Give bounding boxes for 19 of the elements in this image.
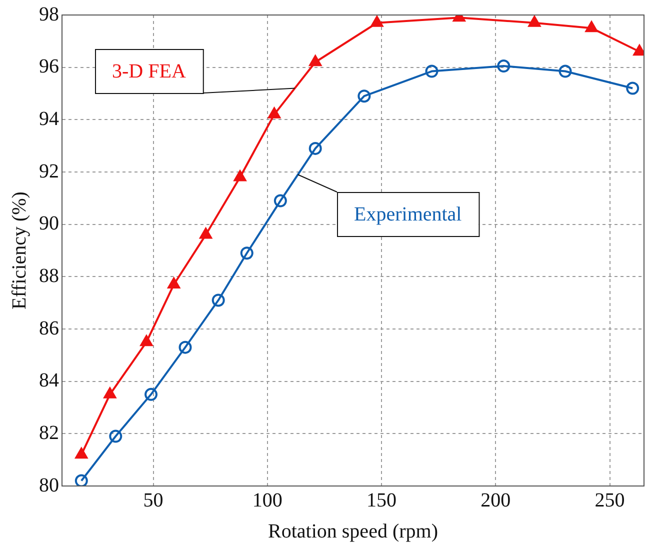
y-tick-label: 82 xyxy=(39,422,59,444)
x-tick-label: 100 xyxy=(252,489,282,512)
y-tick-label: 86 xyxy=(39,317,59,340)
y-tick-label: 84 xyxy=(39,370,59,392)
text: 3-D FEA xyxy=(112,60,186,82)
y-tick-label: 92 xyxy=(39,160,59,182)
y-tick-label: 88 xyxy=(39,264,59,287)
y-tick-label: 96 xyxy=(39,56,59,78)
y-tick-label: 90 xyxy=(39,212,59,235)
x-tick-label: 200 xyxy=(480,489,511,512)
x-axis-title: Rotation speed (rpm) xyxy=(268,520,438,542)
y-tick-label: 94 xyxy=(39,108,59,130)
x-tick-label: 250 xyxy=(594,489,625,512)
y-tick-label: 98 xyxy=(39,3,59,26)
x-tick-label: 150 xyxy=(366,489,397,512)
y-axis-title: Efficiency (%) xyxy=(8,192,30,310)
y-tick-label: 80 xyxy=(39,474,59,496)
x-tick-label: 50 xyxy=(143,489,164,512)
text: Experimental xyxy=(354,203,462,226)
